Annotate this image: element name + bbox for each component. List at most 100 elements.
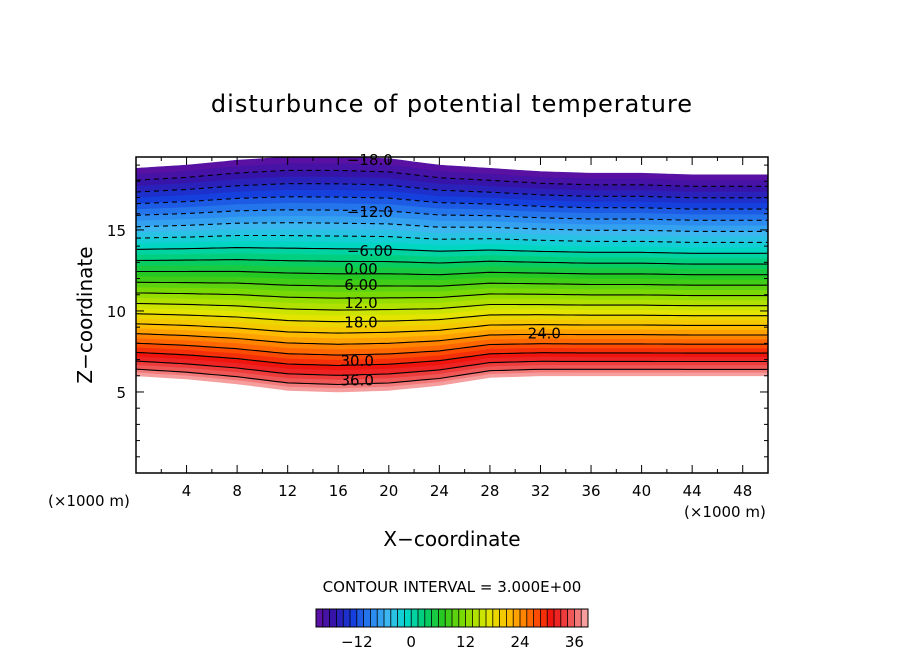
- colorbar-cell: [567, 609, 575, 627]
- contour-line: [136, 247, 768, 254]
- colorbar-cell: [465, 609, 473, 627]
- colorbar-cell: [526, 609, 534, 627]
- colorbar-cell: [322, 609, 330, 627]
- colorbar-cell: [424, 609, 432, 627]
- x-tick-label: 40: [632, 482, 651, 500]
- colorbar-cell: [486, 609, 494, 627]
- colorbar-cell: [377, 609, 385, 627]
- colorbar-cell: [581, 609, 589, 627]
- colorbar-cell: [390, 609, 398, 627]
- contour-band: [136, 372, 768, 393]
- colorbar-cell: [397, 609, 405, 627]
- contour-line: [136, 360, 768, 376]
- colorbar-cell: [336, 609, 344, 627]
- x-axis: 4 8 12 16 20 24 28 32 36 40 44 48: [160, 157, 752, 500]
- contour-label: −12.0: [347, 203, 393, 221]
- colorbar-cell: [370, 609, 378, 627]
- contour-line: [136, 302, 768, 311]
- x-tick-label: 32: [531, 482, 550, 500]
- colorbar-cell: [452, 609, 460, 627]
- colorbar-cell: [492, 609, 500, 627]
- colorbar-cell: [479, 609, 487, 627]
- colorbar-cell: [472, 609, 480, 627]
- colorbar-cell: [560, 609, 568, 627]
- colorbar-cell: [363, 609, 371, 627]
- x-unit-right: (×1000 m): [684, 503, 766, 521]
- colorbar-tick-label: 0: [406, 633, 416, 651]
- colorbar-cell: [343, 609, 351, 627]
- colorbar-tick-label: 12: [456, 633, 475, 651]
- contour-line: [136, 292, 768, 299]
- x-tick-label: 48: [733, 482, 752, 500]
- y-tick-label: 15: [107, 222, 126, 240]
- colorbar-tick-label: −12: [341, 633, 373, 651]
- x-tick-label: 12: [278, 482, 297, 500]
- contour-label: 24.0: [528, 325, 561, 343]
- colorbar-cell: [520, 609, 528, 627]
- contour-line: [136, 169, 768, 187]
- colorbar-tick-label: 24: [510, 633, 529, 651]
- x-axis-label: X−coordinate: [383, 527, 520, 551]
- colorbar-cell: [384, 609, 392, 627]
- colorbar-cell: [506, 609, 514, 627]
- contour-line: [136, 368, 768, 386]
- contour-interval-text: CONTOUR INTERVAL = 3.000E+00: [323, 578, 582, 596]
- contour-label: −6.00: [347, 242, 393, 260]
- contour-line: [136, 281, 768, 287]
- y-axis-label: Z−coordinate: [73, 246, 97, 383]
- contour-line: [136, 209, 768, 221]
- colorbar-cell: [513, 609, 521, 627]
- contour-label: 30.0: [340, 352, 373, 370]
- contour-line: [136, 196, 768, 210]
- x-tick-label: 8: [232, 482, 242, 500]
- y-tick-label: 5: [116, 384, 126, 402]
- contour-line: [136, 270, 768, 276]
- x-unit-left: (×1000 m): [48, 492, 130, 510]
- contour-line: [136, 342, 768, 356]
- contour-line: [136, 259, 768, 265]
- x-tick-label: 20: [379, 482, 398, 500]
- contour-line: [136, 323, 768, 334]
- x-tick-label: 36: [581, 482, 600, 500]
- colorbar-cell: [445, 609, 453, 627]
- colorbar-cell: [458, 609, 466, 627]
- colorbar-cell: [350, 609, 358, 627]
- contour-lines: [136, 169, 768, 386]
- colorbar-tick-label: 36: [565, 633, 584, 651]
- colorbar-cell: [356, 609, 364, 627]
- colorbar-frame: [315, 608, 589, 628]
- colorbar-cell: [438, 609, 446, 627]
- contour-line: [136, 234, 768, 243]
- colorbar-cell: [547, 609, 555, 627]
- contour-line: [136, 333, 768, 345]
- colorbar-cell: [316, 609, 324, 627]
- y-tick-label: 10: [107, 303, 126, 321]
- y-axis: 5 10 15: [107, 164, 768, 458]
- contour-label: −18.0: [347, 151, 393, 169]
- colorbar-cell: [329, 609, 337, 627]
- contour-label: 18.0: [344, 313, 377, 331]
- x-tick-label: 16: [329, 482, 348, 500]
- contour-line: [136, 183, 768, 199]
- colorbar-cell: [418, 609, 426, 627]
- contour-line: [136, 351, 768, 367]
- x-tick-label: 44: [683, 482, 702, 500]
- filled-contour-field: [136, 157, 768, 393]
- colorbar: −12 0 12 24 36: [315, 608, 589, 651]
- colorbar-cell: [499, 609, 507, 627]
- contour-line: [136, 222, 768, 232]
- colorbar-cell: [404, 609, 412, 627]
- colorbar-cell: [574, 609, 582, 627]
- contour-label: 0.00: [344, 260, 377, 278]
- x-tick-label: 28: [480, 482, 499, 500]
- colorbar-cell: [431, 609, 439, 627]
- contour-label: 6.00: [344, 276, 377, 294]
- plot-frame: [135, 156, 769, 474]
- x-tick-label: 24: [430, 482, 449, 500]
- contour-label: 12.0: [344, 294, 377, 312]
- colorbar-cell: [554, 609, 562, 627]
- chart-title: disturbunce of potential temperature: [211, 90, 693, 118]
- colorbar-cell: [411, 609, 419, 627]
